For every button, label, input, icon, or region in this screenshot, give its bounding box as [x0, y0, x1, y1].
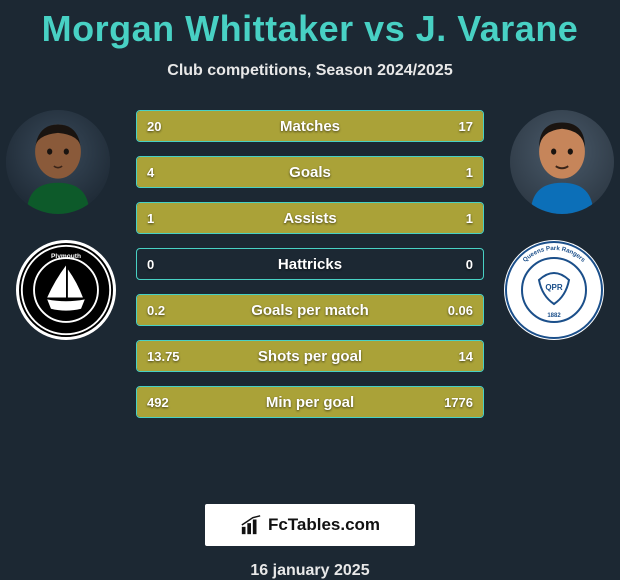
stat-fill-right	[308, 341, 483, 371]
stat-value-right: 0	[456, 249, 483, 279]
stat-label: Hattricks	[137, 249, 483, 279]
stat-value-left: 0	[137, 249, 164, 279]
brand-badge: FcTables.com	[205, 504, 415, 546]
club-badge-right: QPR 1882 Queens Park Rangers	[504, 240, 604, 340]
stat-row: 0.20.06Goals per match	[136, 294, 484, 326]
brand-text: FcTables.com	[268, 515, 380, 535]
stat-row: 11Assists	[136, 202, 484, 234]
chart-icon	[240, 514, 262, 536]
page-title: Morgan Whittaker vs J. Varane	[0, 8, 620, 50]
svg-text:1882: 1882	[547, 313, 561, 319]
stat-row: 4921776Min per goal	[136, 386, 484, 418]
stat-fill-left	[137, 157, 414, 187]
stat-fill-right	[414, 157, 483, 187]
stat-fill-left	[137, 387, 213, 417]
svg-text:QPR: QPR	[545, 283, 563, 292]
stat-fill-left	[137, 341, 308, 371]
svg-text:Plymouth: Plymouth	[51, 253, 81, 260]
player-right-avatar	[510, 110, 614, 214]
stat-row: 2017Matches	[136, 110, 484, 142]
stat-row: 41Goals	[136, 156, 484, 188]
stat-fill-left	[137, 295, 403, 325]
date-text: 16 january 2025	[0, 562, 620, 580]
stat-row: 13.7514Shots per goal	[136, 340, 484, 372]
player-left-avatar	[6, 110, 110, 214]
club-logo-icon: Plymouth	[19, 243, 113, 337]
comparison-area: Plymouth QPR 1882 Queens Park Rangers 20…	[0, 80, 620, 152]
stat-fill-left	[137, 203, 310, 233]
club-badge-left: Plymouth	[16, 240, 116, 340]
avatar-icon	[6, 110, 110, 214]
stat-fill-right	[310, 203, 483, 233]
stat-fill-right	[403, 295, 483, 325]
subtitle: Club competitions, Season 2024/2025	[0, 62, 620, 80]
stat-fill-left	[137, 111, 324, 141]
stat-bars: 2017Matches 41Goals 11Assists 0 0Hattricks 0.…	[136, 110, 484, 418]
stat-row: 0 0Hattricks	[136, 248, 484, 280]
avatar-icon	[510, 110, 614, 214]
club-logo-icon: QPR 1882 Queens Park Rangers	[504, 240, 604, 340]
stat-fill-right	[213, 387, 483, 417]
stat-fill-right	[324, 111, 483, 141]
